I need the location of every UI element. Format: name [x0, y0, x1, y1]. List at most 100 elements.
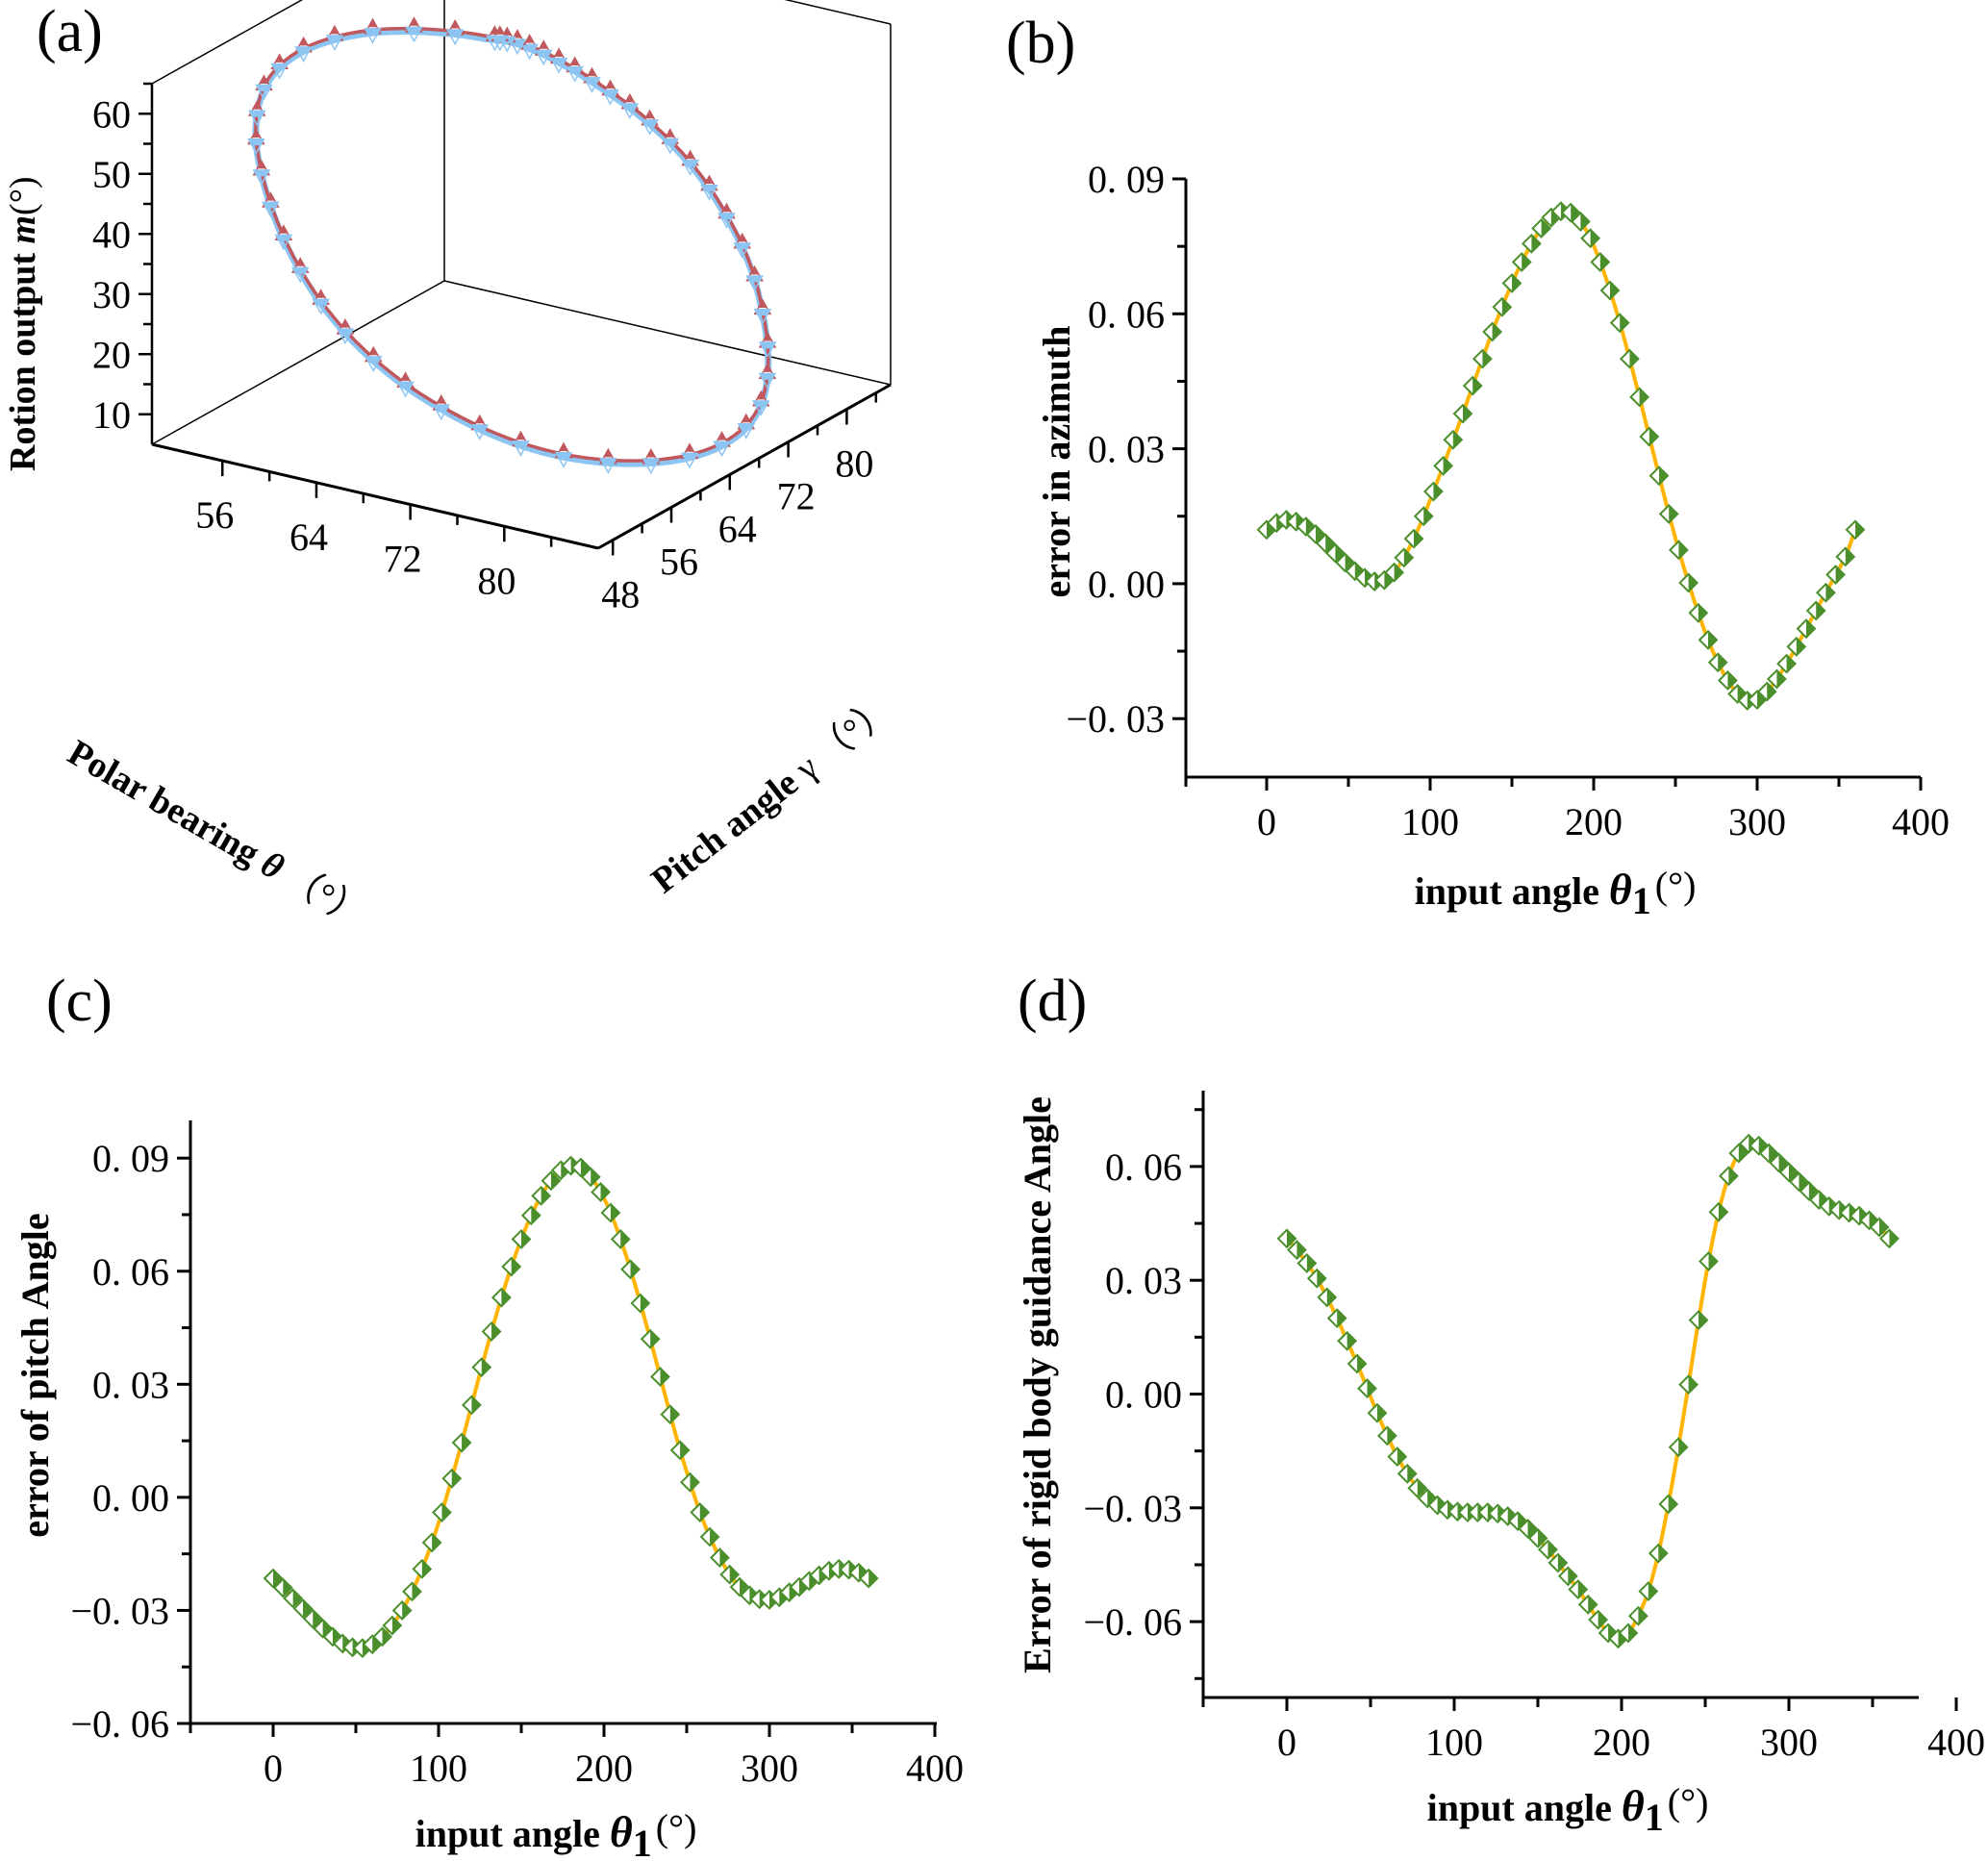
- chart-b-axes: 0 100 200 300 400 −0. 03 0. 00 0. 03 0. 06 0. 09: [1066, 158, 1950, 843]
- marker-right-half: [372, 1635, 382, 1653]
- marker-blue-triangle: [405, 26, 423, 43]
- data-point-marker: [1845, 519, 1866, 541]
- marker-right-half: [421, 1560, 431, 1578]
- marker-outline: [1443, 429, 1464, 450]
- marker-blue-fill: [734, 242, 750, 250]
- data-point-marker: [1482, 321, 1503, 342]
- marker-red-fill: [763, 364, 772, 372]
- theta-tick-label: 64: [289, 516, 328, 559]
- marker-outline: [580, 1167, 601, 1188]
- marker-blue-triangle: [737, 423, 756, 440]
- data-point-marker: [1799, 1181, 1820, 1201]
- marker-red-fill: [705, 176, 714, 185]
- data-point-marker: [511, 1229, 532, 1249]
- marker-blue-outline: [641, 119, 659, 136]
- data-point-marker: [1609, 313, 1630, 334]
- marker-outline: [640, 1328, 661, 1349]
- marker-outline: [1849, 1205, 1870, 1226]
- marker-outline: [1521, 233, 1542, 254]
- marker-right-half: [1557, 1553, 1567, 1572]
- gamma-tick-label: 48: [601, 573, 640, 616]
- marker-outline: [1769, 1152, 1789, 1173]
- marker-right-half: [1778, 1153, 1788, 1171]
- marker-blue-triangle: [247, 110, 266, 127]
- marker-outline: [1296, 516, 1317, 537]
- marker-outline: [1819, 1195, 1840, 1217]
- marker-blue-triangle: [713, 440, 731, 458]
- marker-outline: [620, 1259, 641, 1280]
- marker-blue-fill: [555, 452, 571, 460]
- chart-b-ylabel: error in azimuth: [1035, 326, 1078, 598]
- chart-a-axis-titles: Rotion output m(°) Polar bearing θ（°） Pi…: [3, 176, 901, 936]
- marker-right-half: [1357, 1354, 1367, 1372]
- data-point-marker: [660, 1404, 681, 1425]
- marker-outline: [1778, 1162, 1799, 1183]
- marker-red-fill: [717, 432, 726, 440]
- marker-blue-triangle: [620, 103, 640, 119]
- marker-right-half: [1417, 1479, 1426, 1497]
- marker-outline: [1497, 1506, 1519, 1526]
- marker-right-half: [690, 1473, 699, 1492]
- marker-blue-fill: [738, 423, 754, 431]
- marker-outline: [739, 1585, 760, 1606]
- marker-right-half: [1538, 1529, 1547, 1547]
- marker-right-half: [1789, 1163, 1798, 1181]
- marker-right-half: [1610, 281, 1619, 299]
- data-point-marker: [382, 1615, 403, 1636]
- marker-blue-fill: [701, 185, 717, 192]
- marker-right-half: [1568, 1567, 1577, 1585]
- marker-outline: [1387, 1446, 1408, 1467]
- data-point-marker: [1357, 1378, 1377, 1398]
- marker-blue-triangle: [549, 57, 568, 74]
- marker-outline: [1276, 1228, 1297, 1249]
- marker-right-half: [1878, 1218, 1888, 1236]
- marker-blue-fill: [753, 400, 769, 408]
- marker-right-half: [462, 1434, 471, 1452]
- marker-right-half: [1531, 235, 1541, 253]
- marker-blue-triangle: [758, 372, 777, 390]
- marker-red-fill: [750, 266, 760, 275]
- marker-red-fill: [645, 111, 655, 119]
- chart-d-axes: 0 100 200 300 400 −0. 06 −0. 03 0. 00 0. 03 0. 06: [1083, 1091, 1985, 1764]
- marker-right-half: [292, 1589, 302, 1607]
- marker-blue-triangle: [599, 458, 617, 474]
- marker-blue-fill: [600, 458, 617, 465]
- chart-d-series: [1276, 1133, 1900, 1649]
- marker-outline: [1699, 1251, 1719, 1271]
- marker-red-fill: [437, 395, 446, 404]
- marker-red-fill: [685, 443, 694, 452]
- marker-right-half: [1678, 541, 1688, 559]
- data-point-marker: [1324, 542, 1346, 564]
- marker-outline: [1718, 1166, 1739, 1187]
- marker-right-half: [699, 1503, 709, 1521]
- data-point-marker: [1557, 1566, 1578, 1587]
- marker-outline: [412, 1558, 433, 1579]
- data-point-marker: [1384, 562, 1405, 583]
- marker-blue-fill: [263, 202, 279, 209]
- data-point-marker: [1688, 1310, 1709, 1331]
- chart-c-axes: 0 100 200 300 400 −0. 06 −0. 03 0. 00 0. 03 0. 06…: [70, 1120, 964, 1790]
- marker-right-half: [432, 1533, 441, 1551]
- data-point-marker: [570, 1157, 591, 1178]
- marker-outline: [1766, 668, 1787, 690]
- data-point-marker: [1688, 602, 1709, 623]
- chart-a-ylabel: Pitch angle γ（°）: [644, 689, 901, 901]
- marker-right-half: [412, 1582, 421, 1600]
- box-floor-right-edge: [443, 280, 892, 386]
- marker-right-half: [1325, 534, 1335, 552]
- marker-right-half: [1548, 1541, 1557, 1559]
- marker-right-half: [481, 1358, 491, 1376]
- marker-outline: [669, 1440, 691, 1461]
- chart-a-ticks: 10 20 30 40 50 60 56 64 72 80 48 56 64 72 80: [92, 82, 878, 616]
- marker-outline: [1698, 629, 1719, 650]
- marker-blue-triangle: [336, 328, 355, 345]
- marker-outline: [1317, 1287, 1338, 1308]
- marker-blue-triangle: [758, 341, 777, 359]
- marker-outline: [441, 1468, 463, 1489]
- data-point-marker: [1629, 387, 1650, 408]
- marker-right-half: [1522, 253, 1531, 271]
- marker-outline: [1619, 348, 1640, 369]
- marker-right-half: [1808, 1182, 1818, 1200]
- marker-outline: [1482, 321, 1503, 342]
- marker-red-fill: [495, 26, 505, 35]
